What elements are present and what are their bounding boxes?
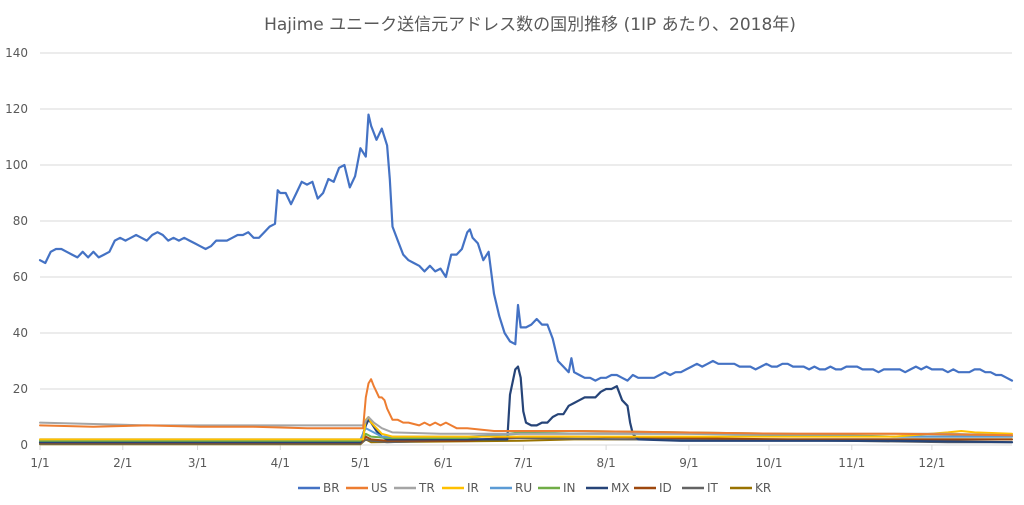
gridlines [40, 52, 1012, 446]
x-tick-label: 1/1 [30, 456, 49, 470]
x-tick-label: 6/1 [434, 456, 453, 470]
series-lines [38, 113, 1014, 446]
y-tick-label: 40 [13, 326, 28, 340]
y-tick-label: 140 [5, 46, 28, 60]
y-tick-label: 120 [5, 102, 28, 116]
series-line-us [39, 378, 1013, 437]
legend-label-it: IT [707, 481, 719, 495]
x-tick-label: 4/1 [271, 456, 290, 470]
x-tick-label: 11/1 [838, 456, 865, 470]
y-tick-label: 60 [13, 270, 28, 284]
y-tick-label: 20 [13, 382, 28, 396]
x-tick-label: 9/1 [679, 456, 698, 470]
legend-label-br: BR [323, 481, 340, 495]
legend-label-id: ID [659, 481, 672, 495]
chart-title: Hajime ユニーク送信元アドレス数の国別推移 (1IP あたり、2018年) [264, 15, 796, 35]
x-tick-label: 10/1 [756, 456, 783, 470]
legend-label-in: IN [563, 481, 576, 495]
series-line-br [38, 113, 1014, 382]
x-tick-label: 5/1 [351, 456, 370, 470]
x-tick-label: 7/1 [514, 456, 533, 470]
x-axis-ticks: 1/1 2/1 3/1 4/1 5/1 6/1 7/1 8/1 9/1 10/1 11/1 12/1 [30, 445, 945, 470]
legend-label-us: US [371, 481, 387, 495]
legend-label-mx: MX [611, 481, 630, 495]
legend-label-kr: KR [755, 481, 771, 495]
legend-label-tr: TR [418, 481, 435, 495]
legend: BR US TR IR RU IN MX ID IT KR [298, 481, 771, 495]
y-tick-label: 80 [13, 214, 28, 228]
x-tick-label: 12/1 [918, 456, 945, 470]
x-tick-label: 3/1 [188, 456, 207, 470]
legend-label-ir: IR [467, 481, 479, 495]
legend-label-ru: RU [515, 481, 532, 495]
y-tick-label: 0 [20, 438, 28, 452]
x-tick-label: 2/1 [113, 456, 132, 470]
y-tick-label: 100 [5, 158, 28, 172]
x-tick-label: 8/1 [596, 456, 615, 470]
y-axis-ticks: 0 20 40 60 80 100 120 140 [5, 46, 28, 452]
